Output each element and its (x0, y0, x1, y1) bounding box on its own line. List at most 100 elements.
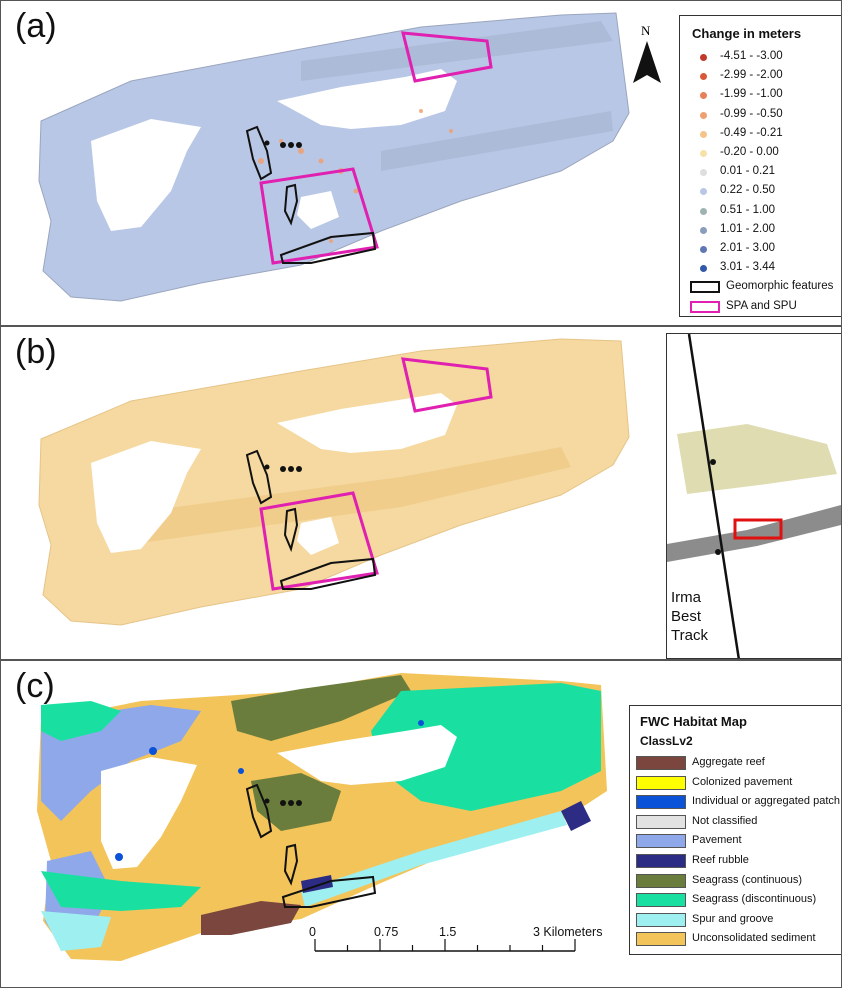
change-class-label: 3.01 - 3.44 (720, 261, 775, 274)
habitat-spur-and-groove-west (41, 911, 111, 951)
change-class-label: 2.01 - 3.00 (720, 242, 775, 254)
change-class-dot (700, 246, 707, 253)
habitat-class-label: Colonized pavement (692, 775, 793, 788)
habitat-aggregate-reef (201, 901, 301, 935)
change-class-label: 1.01 - 2.00 (720, 222, 775, 235)
inset-map: Irma Best Track (666, 333, 841, 659)
panel-label-c: (c) (15, 667, 55, 705)
outline-label: Geomorphic features (726, 280, 834, 293)
panel-label-a: (a) (15, 7, 57, 45)
change-map-b (38, 338, 630, 626)
habitat-class-swatch (636, 912, 686, 927)
inset-reef-north (677, 424, 837, 494)
change-class-label: -2.99 - -2.00 (720, 69, 783, 82)
scale-bar-label: 0.75 (374, 925, 399, 939)
change-class-label: 0.22 - 0.50 (720, 184, 775, 197)
habitat-class-label: Not classified (692, 814, 758, 827)
geomorphic-dots-c (264, 798, 302, 806)
geomorphic-feature-ridge-c (245, 783, 273, 839)
no-data-gap-b2 (91, 441, 201, 553)
outline-label: SPA and SPU (726, 300, 797, 313)
habitat-map-c (37, 673, 607, 961)
habitat-seagrass-discontinuous-south (41, 871, 201, 911)
scale-bar-label: 3 Kilometers (533, 925, 603, 939)
scale-bar-label: 0 (309, 925, 316, 939)
geomorphic-feature-small-b (283, 507, 299, 553)
survey-area-a (38, 12, 630, 302)
change-class-label: 0.51 - 1.00 (720, 203, 775, 216)
habitat-class-label: Spur and groove (692, 912, 774, 925)
habitat-class-label: Seagrass (continuous) (692, 873, 803, 886)
change-class-dot (700, 54, 707, 61)
change-class-dot (700, 226, 707, 234)
no-data-gap-c1 (277, 725, 457, 785)
change-class-dot (700, 130, 707, 138)
habitat-seagrass-continuous-north (231, 675, 411, 741)
no-data-gap-b3 (297, 517, 339, 555)
geomorphic-feature-ridge-a (245, 125, 273, 181)
habitat-class-label: Aggregate reef (692, 756, 765, 768)
habitat-class-swatch (636, 795, 686, 810)
erosion-speckles-a (258, 109, 453, 243)
spa-spu-outline-north-b (401, 357, 493, 413)
habitat-class-swatch (636, 873, 686, 888)
change-class-dot (700, 73, 707, 81)
habitat-seagrass-continuous-mid (251, 773, 341, 831)
outline-swatch (690, 281, 720, 294)
inset-reef-south (667, 505, 841, 562)
no-data-gap-a3 (297, 191, 339, 229)
habitat-spur-and-groove (301, 811, 567, 907)
change-class-label: -0.49 - -0.21 (720, 126, 783, 139)
geomorphic-feature-small-a (283, 183, 299, 226)
spa-spu-outline-north-a (401, 31, 493, 83)
no-data-gap-c2 (101, 757, 197, 869)
scale-bar (314, 939, 576, 952)
outline-swatch (690, 301, 720, 314)
change-class-label: -0.20 - 0.00 (720, 146, 779, 158)
change-class-dot (700, 207, 707, 215)
change-class-label: -1.99 - -1.00 (720, 88, 783, 101)
change-class-dot (700, 92, 707, 100)
change-class-label: 0.01 - 0.21 (720, 165, 775, 178)
change-class-dot (700, 188, 707, 196)
geomorphic-dots-a (264, 140, 302, 148)
no-data-gap-a2 (91, 119, 201, 231)
panel-label-b: (b) (15, 333, 57, 371)
spa-spu-outline-south-a (259, 167, 379, 265)
inset-map-drawing (667, 334, 841, 658)
change-legend: Change in meters -4.51 - -3.00 -2.99 - -2… (679, 15, 841, 317)
habitat-class-label: Unconsolidated sediment (692, 932, 816, 945)
north-letter: N (641, 23, 651, 38)
north-arrow-icon (633, 41, 661, 83)
no-data-gap-a1 (277, 69, 457, 129)
habitat-class-swatch (636, 932, 686, 947)
geomorphic-feature-bar-b (279, 557, 377, 590)
habitat-seagrass-discontinuous-west (41, 701, 121, 741)
change-legend-title: Change in meters (692, 26, 802, 41)
change-class-dot (700, 150, 707, 157)
habitat-legend-title: FWC Habitat Map (640, 714, 747, 729)
geomorphic-dots-b (264, 464, 302, 472)
survey-texture-a (301, 21, 613, 171)
track-point-2 (715, 549, 721, 555)
habitat-class-label: Seagrass (discontinuous) (692, 893, 817, 906)
inset-study-area-highlight (733, 518, 783, 540)
change-map-a (38, 12, 630, 302)
panel-a: (a) N Change in meters -4.51 - -3.00 -2.9… (0, 0, 842, 326)
geomorphic-feature-bar-a (279, 231, 377, 264)
habitat-class-swatch (636, 834, 686, 849)
scale-bar-label: 1.5 (439, 925, 457, 939)
no-data-gap-b1 (277, 393, 457, 453)
geomorphic-feature-small-c (283, 843, 299, 886)
habitat-class-swatch (636, 775, 686, 790)
change-class-label: -4.51 - -3.00 (720, 50, 783, 62)
change-class-dot (700, 111, 707, 119)
survey-area-b (38, 338, 630, 626)
geomorphic-feature-ridge-b (245, 449, 273, 505)
inset-track-label: Irma Best Track (671, 589, 708, 644)
habitat-class-swatch (636, 756, 686, 770)
north-arrow: N (627, 23, 667, 87)
panel-c: (c) 0 0.75 1.5 3 Kilometers FWC Habitat Map… (0, 660, 842, 988)
habitat-class-swatch (636, 893, 686, 908)
habitat-class-swatch (636, 814, 686, 829)
